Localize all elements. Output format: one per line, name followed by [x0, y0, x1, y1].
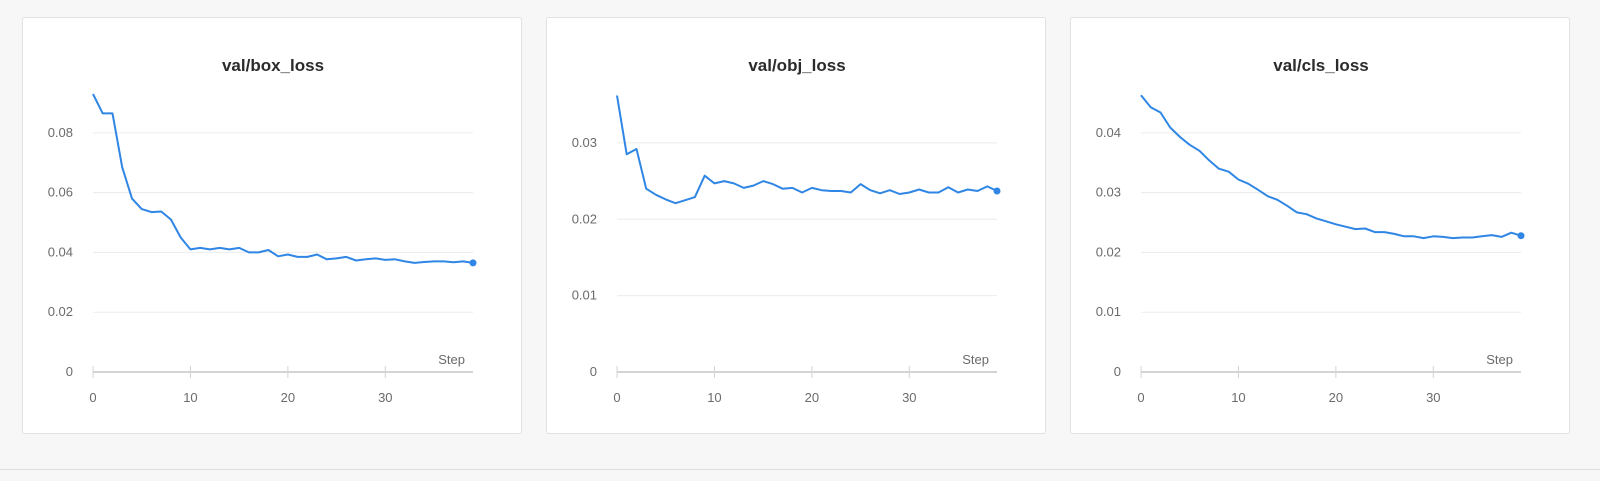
y-tick-label: 0.03	[1096, 185, 1121, 200]
y-tick-label: 0.08	[48, 125, 73, 140]
box-loss-chart: val/box_loss 0 0.02 0.04 0.06 0.08 0 10 20 30 Step	[48, 56, 477, 405]
y-tick-label: 0.02	[1096, 244, 1121, 259]
y-tick-label: 0	[66, 364, 73, 379]
chart-panel-obj-loss: val/obj_loss 0 0.01 0.02 0.03 0 10 20 30 Step	[546, 17, 1046, 434]
cls-loss-chart: val/cls_loss 0 0.01 0.02 0.03 0.04 0 10 20 30 Step	[1096, 56, 1525, 405]
chart-title: val/obj_loss	[748, 56, 845, 75]
bottom-divider	[0, 469, 1600, 470]
series-last-point	[993, 187, 1001, 195]
x-tick-label: 10	[707, 390, 721, 405]
x-tick-label: 30	[902, 390, 916, 405]
series-line	[616, 95, 998, 205]
chart-title: val/cls_loss	[1273, 56, 1368, 75]
y-tick-label: 0	[590, 364, 597, 379]
x-tick-label: 0	[613, 390, 620, 405]
x-axis-label: Step	[438, 352, 465, 367]
x-tick-label: 30	[378, 390, 392, 405]
x-tick-label: 0	[1137, 390, 1144, 405]
x-tick-label: 30	[1426, 390, 1440, 405]
series-line	[1140, 94, 1522, 240]
y-tick-label: 0.02	[48, 304, 73, 319]
series-last-point	[469, 259, 477, 267]
series-line	[92, 93, 474, 264]
x-tick-label: 20	[1329, 390, 1343, 405]
y-tick-label: 0.03	[572, 135, 597, 150]
y-tick-label: 0.04	[48, 244, 73, 259]
y-tick-label: 0.01	[1096, 304, 1121, 319]
x-axis-label: Step	[1486, 352, 1513, 367]
y-tick-label: 0.01	[572, 288, 597, 303]
x-tick-label: 10	[1231, 390, 1245, 405]
chart-panel-cls-loss: val/cls_loss 0 0.01 0.02 0.03 0.04 0 10 20 30 Step	[1070, 17, 1570, 434]
chart-panel-box-loss: val/box_loss 0 0.02 0.04 0.06 0.08 0 10 20 30 Step	[22, 17, 522, 434]
series-last-point	[1517, 232, 1525, 240]
obj-loss-chart: val/obj_loss 0 0.01 0.02 0.03 0 10 20 30 Step	[572, 56, 1001, 405]
y-tick-label: 0.04	[1096, 125, 1121, 140]
x-tick-label: 10	[183, 390, 197, 405]
y-tick-label: 0.02	[572, 211, 597, 226]
x-tick-label: 20	[805, 390, 819, 405]
x-tick-label: 20	[281, 390, 295, 405]
x-tick-label: 0	[89, 390, 96, 405]
y-tick-label: 0	[1114, 364, 1121, 379]
x-axis-label: Step	[962, 352, 989, 367]
y-tick-label: 0.06	[48, 185, 73, 200]
chart-title: val/box_loss	[222, 56, 324, 75]
